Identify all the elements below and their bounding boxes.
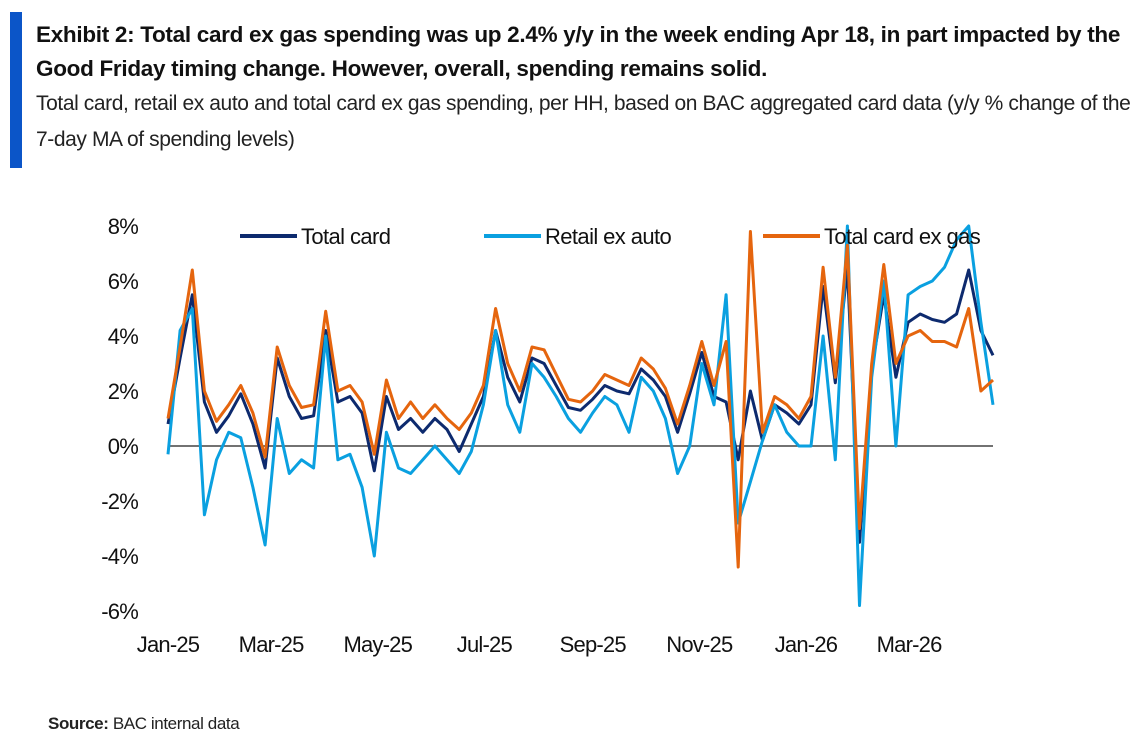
y-tick-label: 0% (108, 434, 138, 459)
x-tick-label: Sep-25 (560, 632, 627, 657)
source-text: BAC internal data (112, 714, 240, 733)
chart-subtitle: Total card, retail ex auto and total car… (36, 92, 1131, 151)
y-tick-label: 4% (108, 324, 138, 349)
series-line-retail-ex-auto (166, 224, 995, 607)
y-tick-label: -6% (101, 599, 138, 624)
series-line-total-card-ex-gas (166, 230, 995, 569)
legend-label: Total card (301, 224, 390, 249)
accent-bar (10, 12, 22, 168)
y-tick-label: -4% (101, 544, 138, 569)
chart-title: Exhibit 2: Total card ex gas spending wa… (36, 22, 1121, 81)
x-tick-label: Jan-25 (137, 632, 200, 657)
legend-label: Retail ex auto (545, 224, 671, 249)
y-tick-label: 6% (108, 269, 138, 294)
y-tick-label: -2% (101, 489, 138, 514)
x-tick-label: Jan-26 (775, 632, 838, 657)
x-tick-label: Jul-25 (457, 632, 513, 657)
x-tick-label: Mar-25 (239, 632, 304, 657)
x-tick-label: Nov-25 (666, 632, 733, 657)
source-label: Source: (48, 714, 109, 733)
y-tick-label: 8% (108, 214, 138, 239)
legend-label: Total card ex gas (824, 224, 981, 249)
y-tick-label: 2% (108, 379, 138, 404)
source-note: Source: BAC internal data (48, 714, 240, 734)
x-tick-label: Mar-26 (877, 632, 942, 657)
x-tick-label: May-25 (343, 632, 412, 657)
